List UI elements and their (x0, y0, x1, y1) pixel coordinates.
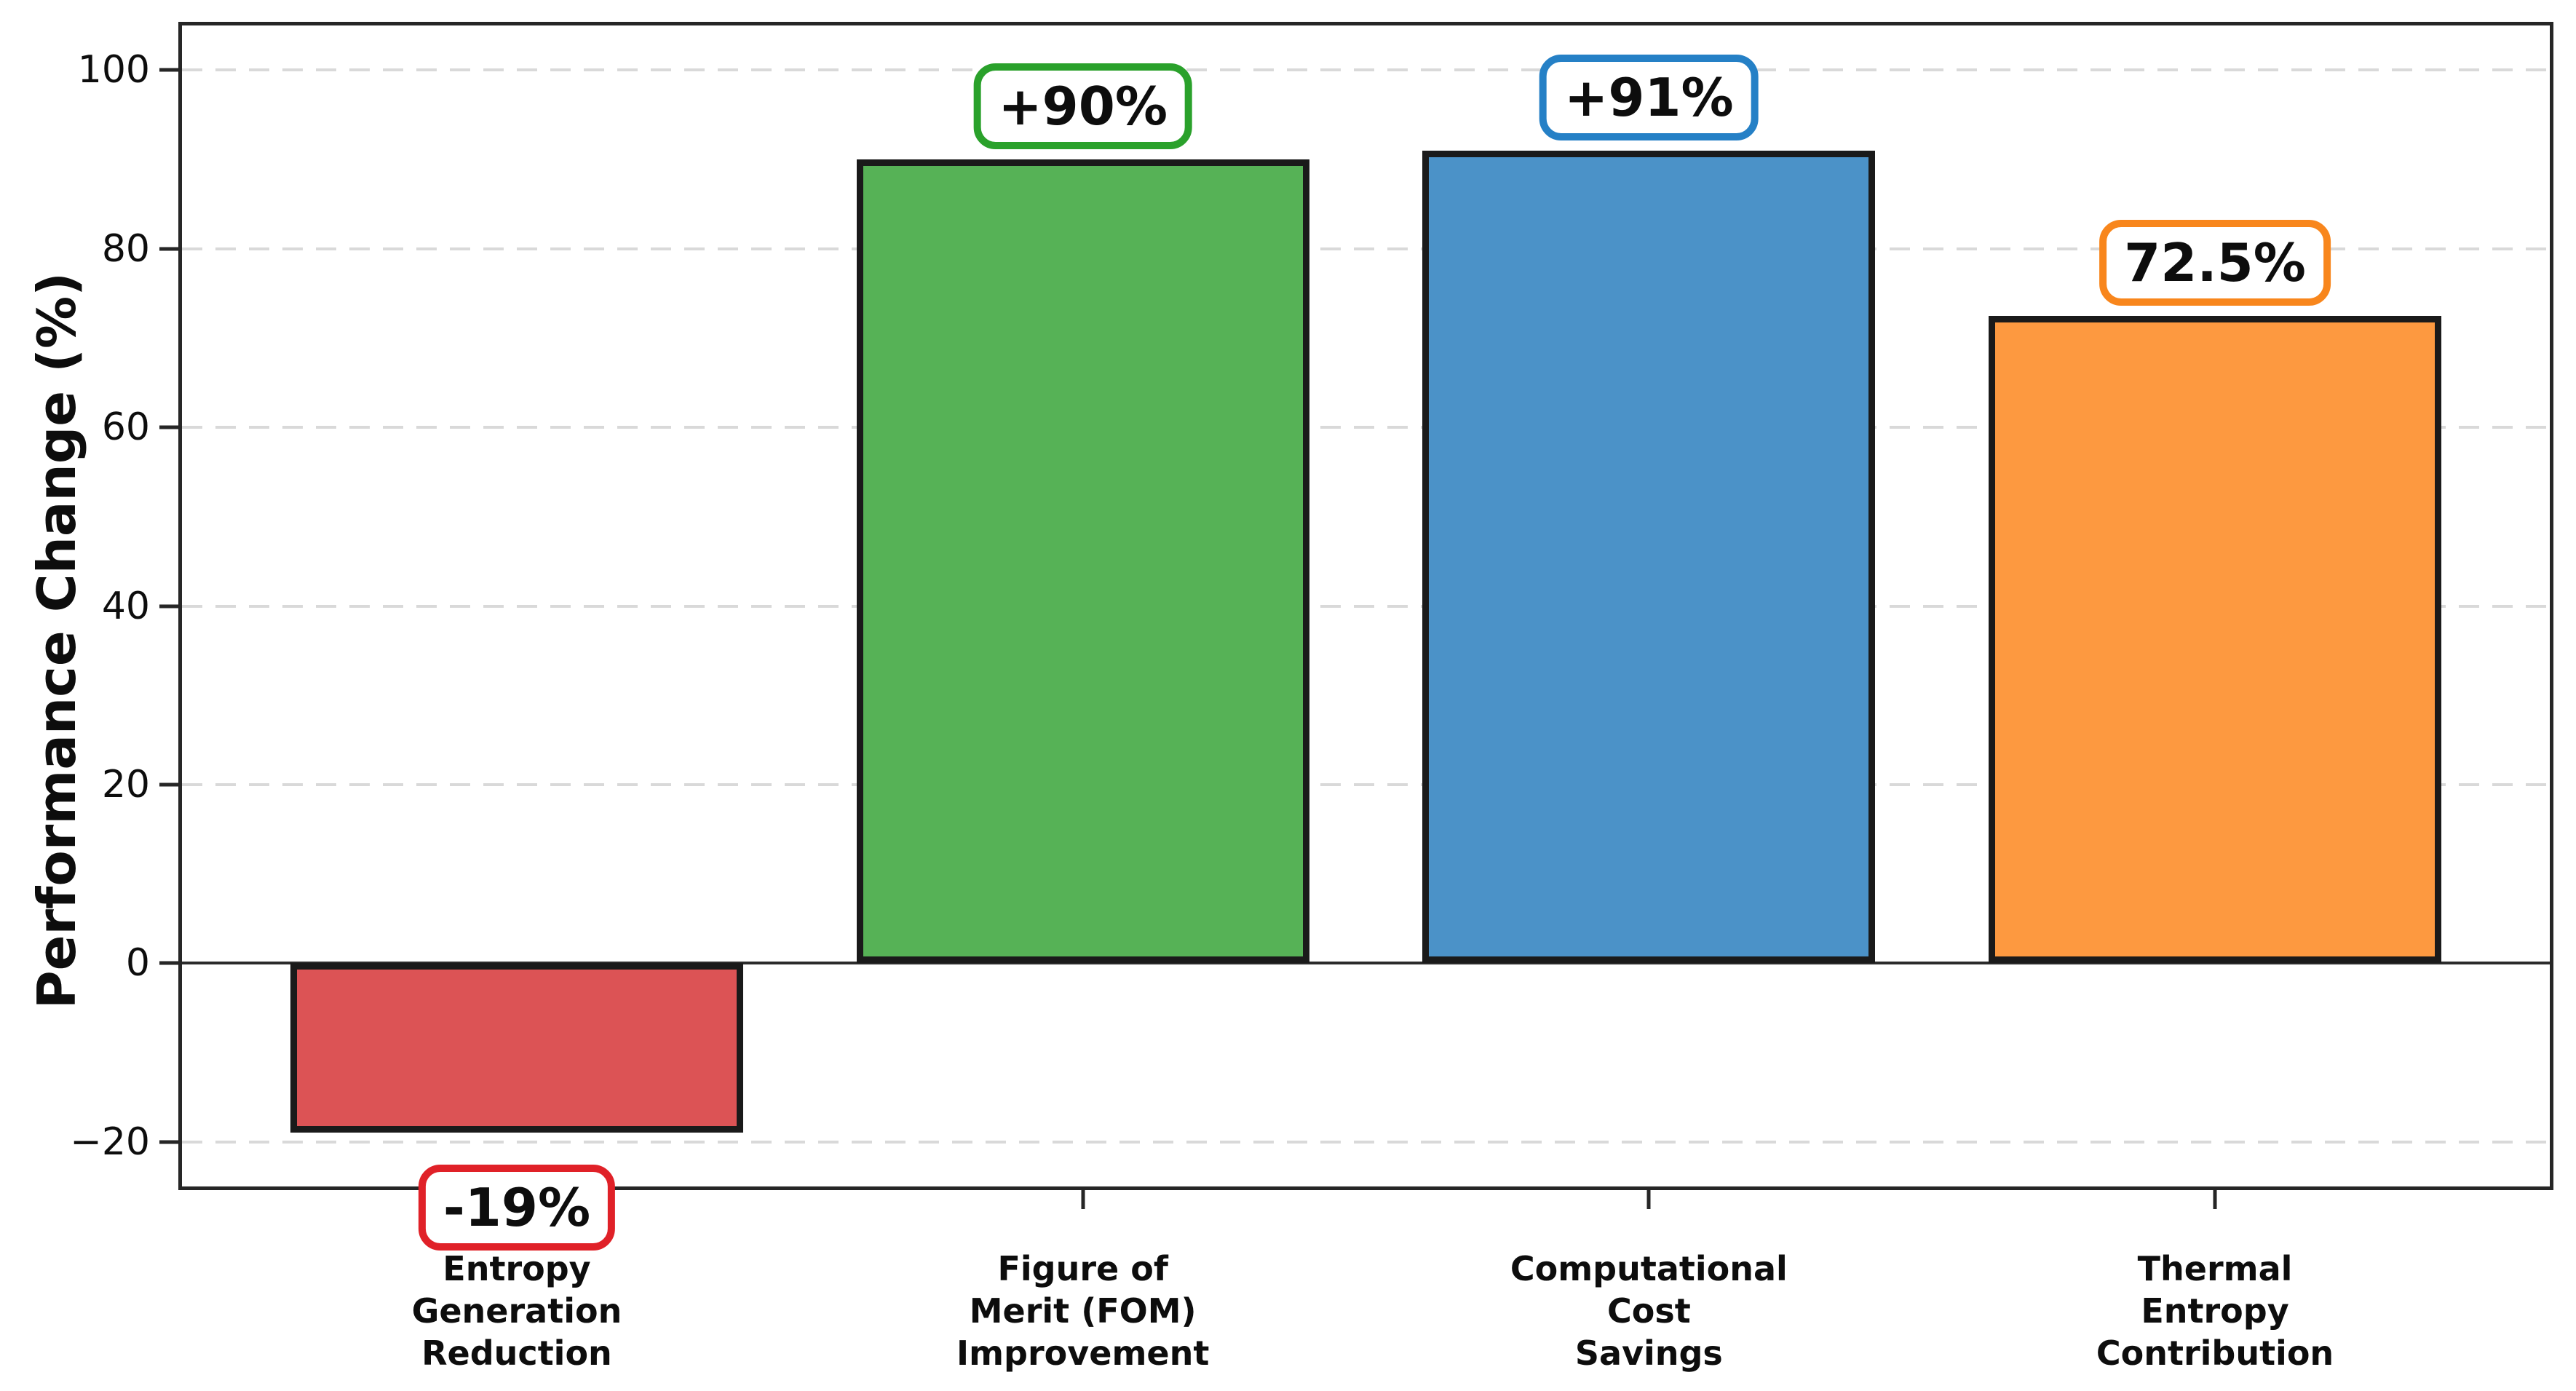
y-gridline (182, 782, 2550, 786)
y-tick-label: 20 (101, 762, 150, 807)
y-gridline (182, 426, 2550, 429)
bar-entropy-generation-reduction (290, 963, 743, 1133)
bar-value-label-figure-of-merit-improvement: +90% (973, 63, 1192, 150)
x-tick-label-figure-of-merit-improvement: Figure of Merit (FOM) Improvement (956, 1249, 1210, 1373)
y-gridline (182, 247, 2550, 250)
y-tick-mark (159, 961, 178, 965)
bar-figure-of-merit-improvement (856, 159, 1309, 964)
y-tick-label: 0 (125, 941, 150, 986)
x-tick-label-computational-cost-savings: Computational Cost Savings (1510, 1249, 1788, 1373)
x-tick-label-entropy-generation-reduction: Entropy Generation Reduction (411, 1249, 622, 1373)
y-tick-label: −20 (70, 1119, 150, 1164)
bar-value-label-computational-cost-savings: +91% (1539, 54, 1759, 140)
y-tick-label: 100 (77, 48, 150, 92)
y-tick-mark (159, 604, 178, 608)
bar-value-label-thermal-entropy-contribution: 72.5% (2099, 219, 2331, 306)
y-tick-label: 60 (101, 405, 150, 450)
y-axis-label: Performance Change (%) (26, 272, 87, 1010)
y-tick-label: 40 (101, 584, 150, 628)
y-tick-mark (159, 247, 178, 251)
x-tick-mark (1646, 1190, 1651, 1209)
y-gridline (182, 68, 2550, 72)
y-tick-mark (159, 425, 178, 429)
y-tick-mark (159, 782, 178, 787)
bar-thermal-entropy-contribution (1988, 315, 2442, 964)
x-tick-mark (1081, 1190, 1085, 1209)
x-tick-label-thermal-entropy-contribution: Thermal Entropy Contribution (2096, 1249, 2334, 1373)
zero-baseline (182, 962, 2550, 965)
bar-computational-cost-savings (1422, 150, 1876, 964)
bar-value-label-entropy-generation-reduction: -19% (418, 1165, 616, 1251)
y-tick-mark (159, 68, 178, 72)
x-tick-mark (2213, 1190, 2217, 1209)
y-gridline (182, 1140, 2550, 1144)
y-tick-mark (159, 1140, 178, 1144)
y-tick-label: 80 (101, 226, 150, 271)
y-gridline (182, 604, 2550, 608)
plot-area: −20 0 20 40 60 80 100 -19% +90% +91% 72.… (70, 22, 2553, 1373)
